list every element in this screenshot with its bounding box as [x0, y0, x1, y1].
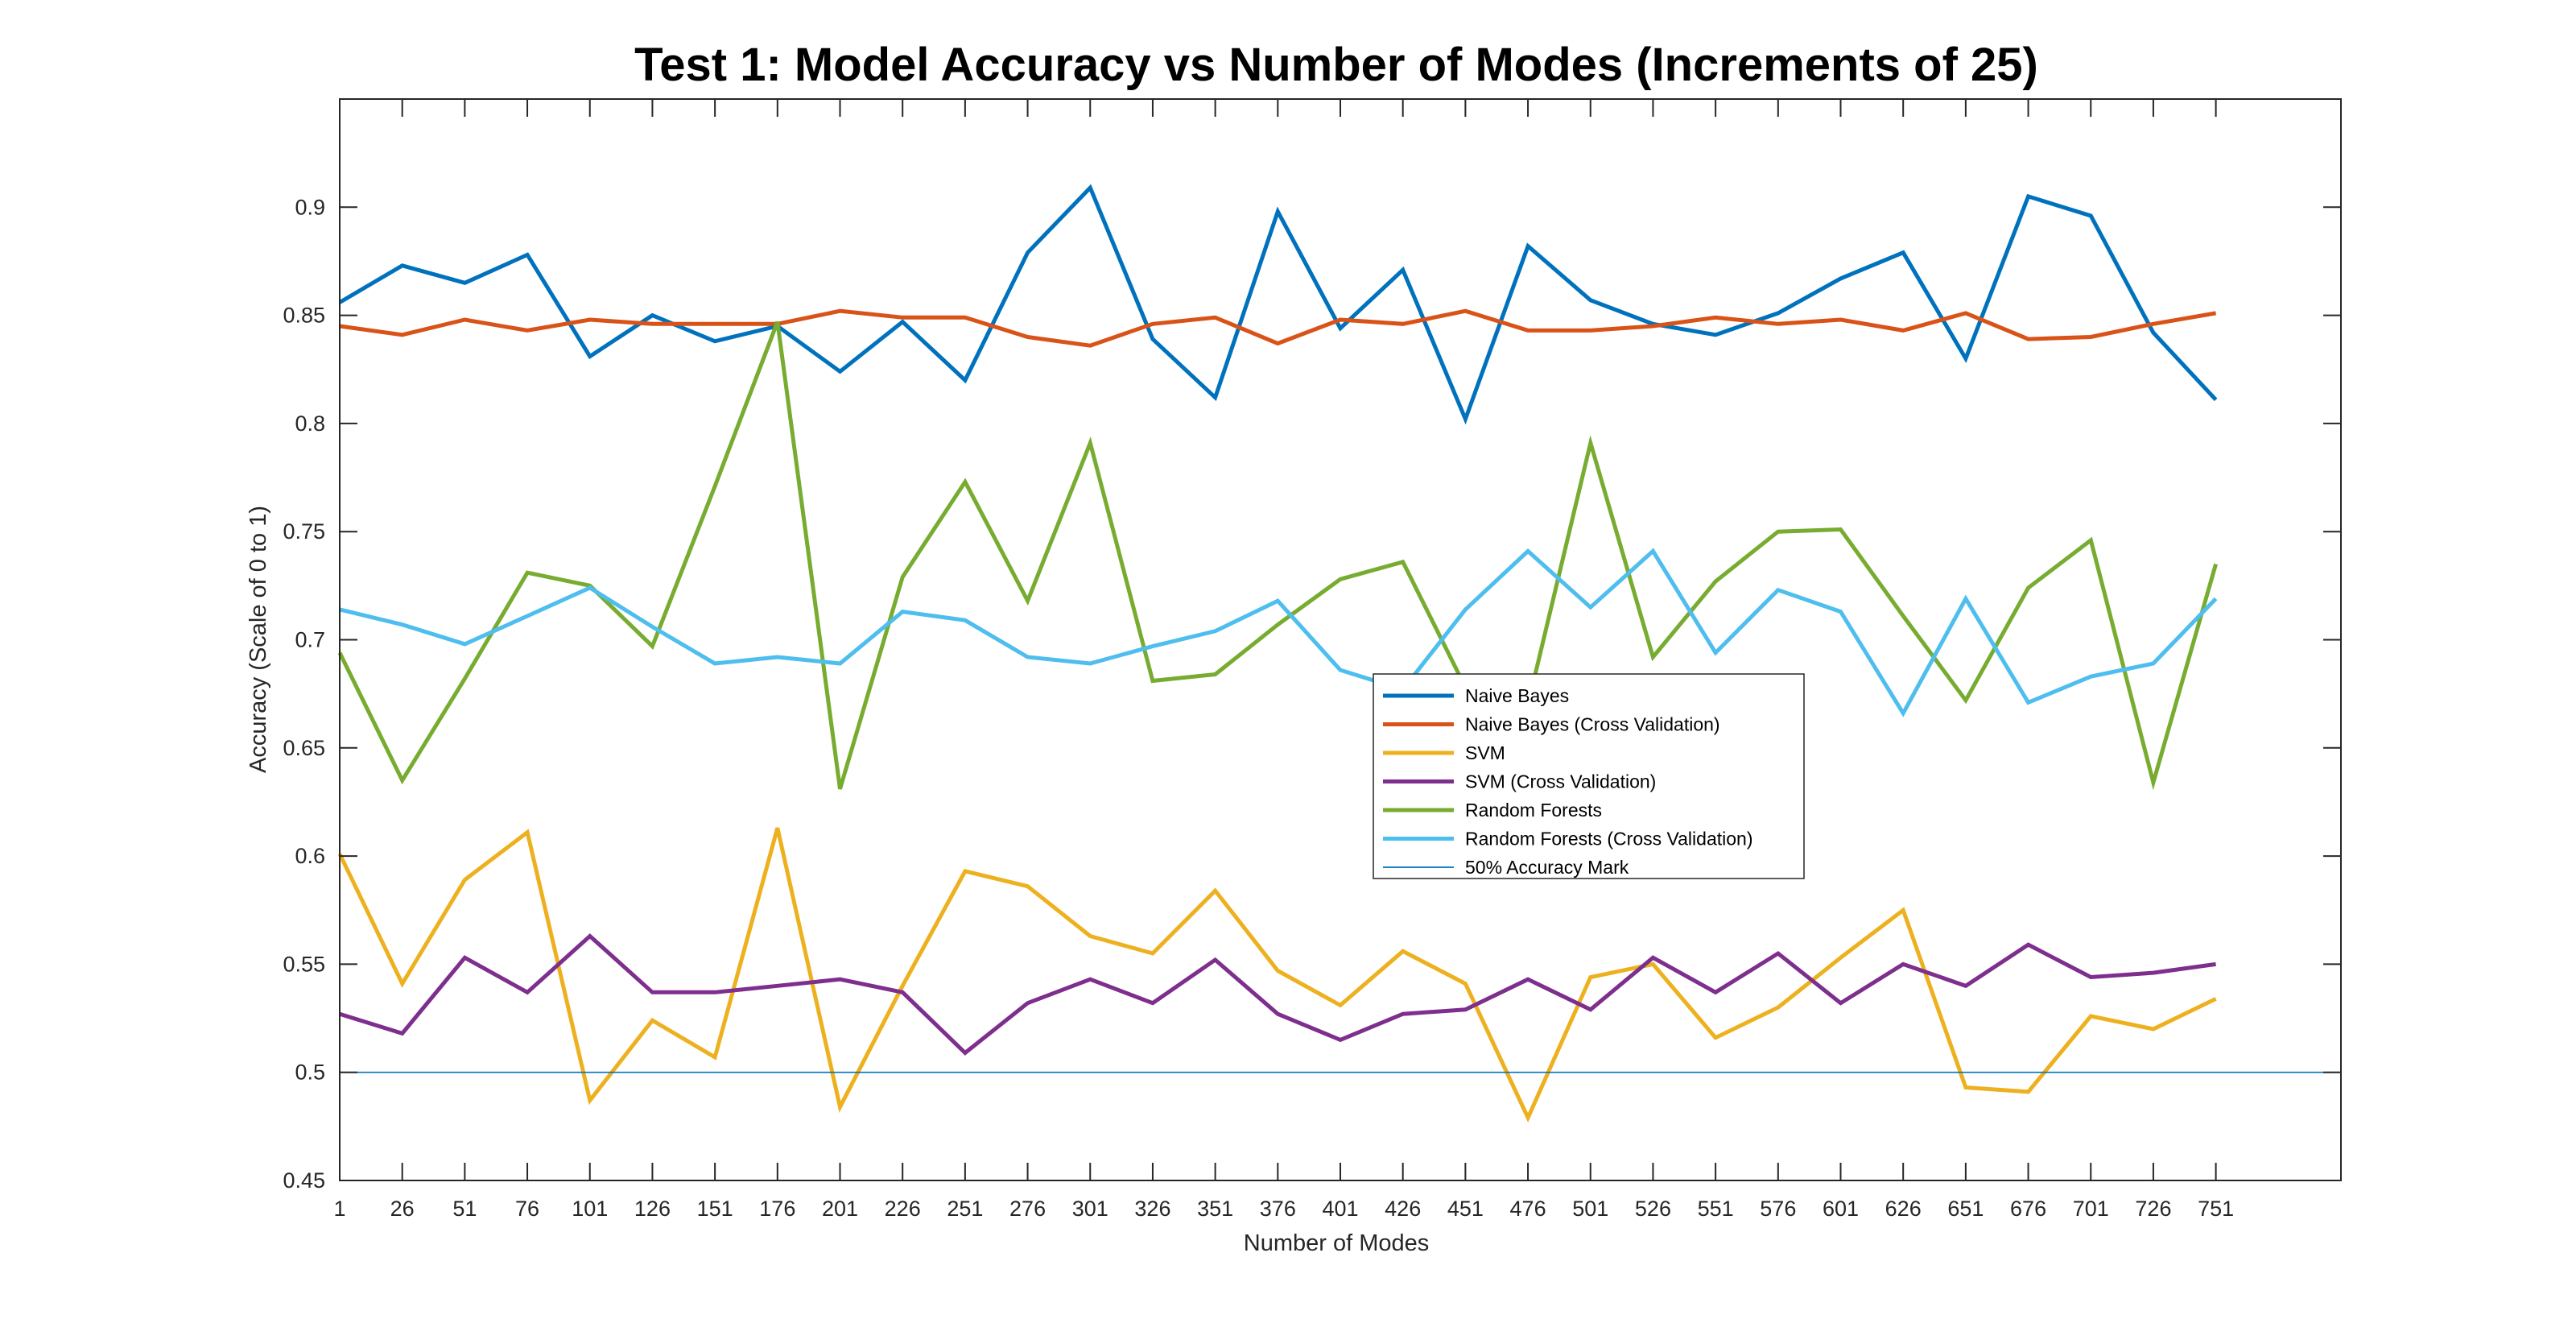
x-tick-label: 201 [822, 1197, 858, 1221]
x-tick-label: 726 [2135, 1197, 2171, 1221]
x-tick-label: 226 [885, 1197, 921, 1221]
series-naive-bayes-line [338, 184, 2218, 425]
y-axis-label: Accuracy (Scale of 0 to 1) [246, 506, 271, 773]
legend-label: Naive Bayes [1465, 685, 1569, 706]
legend-label: Random Forests (Cross Validation) [1465, 829, 1752, 850]
x-tick-label: 426 [1385, 1197, 1421, 1221]
y-tick-label: 0.75 [283, 519, 325, 544]
legend-label: 50% Accuracy Mark [1465, 857, 1629, 878]
y-tick-label: 0.6 [295, 844, 325, 868]
series-svm-line [337, 827, 2217, 1123]
x-tick-label: 51 [452, 1197, 477, 1221]
y-tick-label: 0.45 [283, 1168, 325, 1193]
legend-label: Random Forests [1465, 800, 1602, 821]
y-tick-label: 0.85 [283, 304, 325, 328]
x-tick-label: 751 [2198, 1197, 2234, 1221]
y-tick-label: 0.9 [295, 195, 325, 219]
x-tick-label: 176 [759, 1197, 795, 1221]
legend-label: Naive Bayes (Cross Validation) [1465, 714, 1720, 735]
x-tick-label: 676 [2010, 1197, 2046, 1221]
series-svm-cross-validation-line [339, 933, 2216, 1056]
x-tick-label: 476 [1510, 1197, 1546, 1221]
plot-area [340, 99, 2341, 1180]
y-axis-ticks: 0.45 0.5 0.55 0.6 0.65 0.7 0.75 0.8 0.85 0.9 [283, 195, 2341, 1193]
y-tick-label: 0.8 [295, 411, 325, 436]
x-tick-label: 501 [1572, 1197, 1608, 1221]
series-naive-bayes-cross-validation-line [339, 308, 2217, 348]
x-tick-label: 701 [2073, 1197, 2109, 1221]
series-random-forests-line [337, 320, 2219, 791]
x-tick-label: 626 [1885, 1197, 1922, 1221]
x-tick-label: 76 [515, 1197, 539, 1221]
x-tick-label: 351 [1197, 1197, 1233, 1221]
x-tick-label: 1 [333, 1197, 345, 1221]
x-tick-label: 151 [697, 1197, 733, 1221]
series-layer [337, 184, 2341, 1123]
x-tick-label: 451 [1447, 1197, 1484, 1221]
x-tick-label: 26 [390, 1197, 415, 1221]
x-tick-label: 301 [1072, 1197, 1108, 1221]
y-tick-label: 0.55 [283, 952, 325, 976]
x-axis-label: Number of Modes [1244, 1230, 1430, 1256]
x-tick-label: 126 [634, 1197, 671, 1221]
x-tick-label: 651 [1947, 1197, 1984, 1221]
legend: Naive Bayes Naive Bayes (Cross Validation… [1373, 673, 1805, 879]
x-tick-label: 551 [1698, 1197, 1734, 1221]
x-tick-label: 601 [1823, 1197, 1859, 1221]
x-tick-label: 401 [1322, 1197, 1358, 1221]
legend-box [1373, 673, 1805, 879]
x-axis-ticks: 1 26 51 76 101 126 151 176 201 226 251 276 301 326 351… [333, 99, 2234, 1221]
x-tick-label: 326 [1134, 1197, 1170, 1221]
legend-label: SVM [1465, 742, 1505, 763]
x-tick-label: 276 [1009, 1197, 1046, 1221]
y-tick-label: 0.5 [295, 1060, 325, 1085]
x-tick-label: 576 [1760, 1197, 1796, 1221]
y-tick-label: 0.65 [283, 736, 325, 760]
series-random-forests-cross-validation-line [339, 548, 2218, 717]
x-tick-label: 251 [947, 1197, 983, 1221]
x-tick-label: 526 [1635, 1197, 1671, 1221]
x-tick-label: 376 [1260, 1197, 1296, 1221]
y-tick-label: 0.7 [295, 628, 325, 652]
x-tick-label: 101 [572, 1197, 608, 1221]
chart-title: Test 1: Model Accuracy vs Number of Mode… [634, 39, 2038, 91]
legend-label: SVM (Cross Validation) [1465, 771, 1656, 792]
